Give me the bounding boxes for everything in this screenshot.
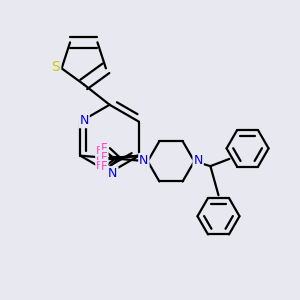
Text: F: F — [96, 153, 102, 163]
Text: N: N — [194, 154, 203, 167]
Text: F: F — [101, 151, 107, 164]
Text: N: N — [80, 114, 89, 127]
Text: N: N — [139, 154, 148, 167]
Text: N: N — [108, 167, 118, 180]
Text: F: F — [101, 160, 107, 173]
Text: F: F — [96, 146, 102, 156]
Text: F: F — [96, 161, 102, 171]
Text: S: S — [52, 60, 60, 74]
Text: F: F — [101, 142, 107, 155]
